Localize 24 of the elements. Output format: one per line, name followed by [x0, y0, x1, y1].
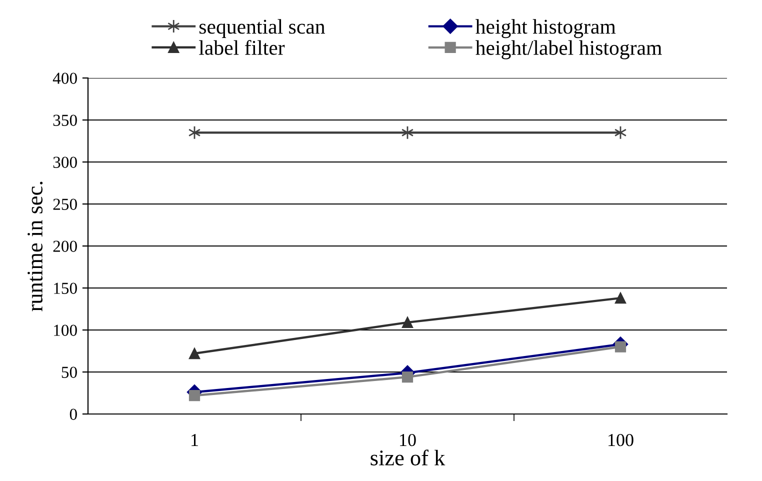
- y-tick-label: 150: [54, 282, 77, 294]
- x-tick-label: 10: [400, 434, 416, 446]
- y-tick-label: 200: [53, 240, 77, 252]
- point: [614, 341, 626, 352]
- point: [188, 390, 200, 402]
- y-tick-label: 0: [70, 408, 77, 420]
- y-tick-label: 250: [53, 198, 77, 210]
- y-tick-label: 50: [62, 366, 77, 378]
- point: [188, 348, 200, 360]
- x-axis-title: size of k: [370, 450, 446, 466]
- point: [402, 371, 414, 383]
- x-tick-label: 1: [192, 434, 198, 446]
- y-axis-title: runtime in sec.: [28, 182, 43, 312]
- point: [402, 316, 414, 328]
- point: [614, 292, 626, 304]
- legend-label: height/label histogram: [476, 40, 662, 60]
- y-tick-label: 300: [53, 156, 77, 168]
- y-tick-label: 400: [52, 72, 77, 84]
- x-tick-label: 100: [608, 434, 634, 446]
- y-tick-label: 100: [54, 324, 77, 336]
- legend-label: height histogram: [476, 19, 616, 38]
- legend-label: label filter: [199, 40, 285, 55]
- legend-label: sequential scan: [199, 19, 325, 38]
- y-tick-label: 350: [53, 114, 77, 126]
